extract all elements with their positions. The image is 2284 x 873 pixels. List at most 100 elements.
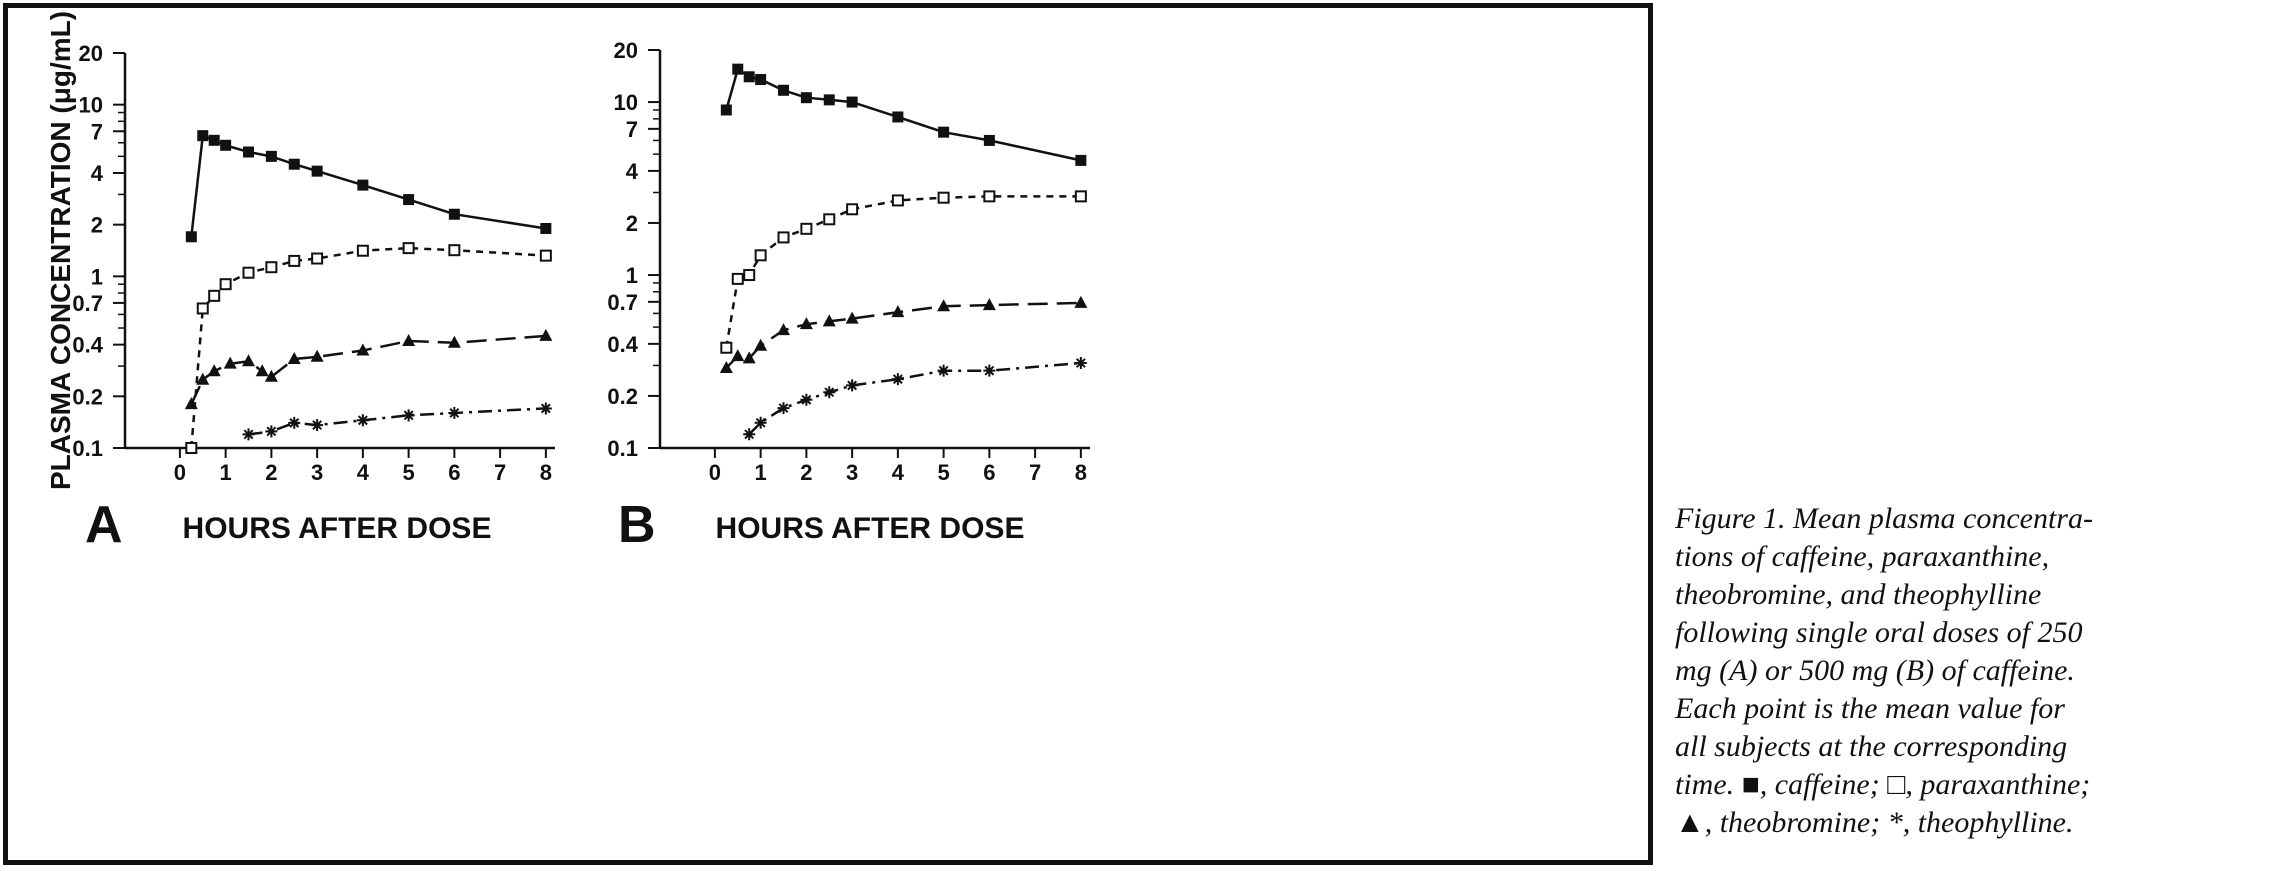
caffeine-marker — [938, 126, 950, 138]
paraxanthine-marker — [777, 231, 790, 244]
paraxanthine-marker — [448, 244, 461, 257]
caffeine-marker — [732, 63, 744, 75]
figure-caption: Figure 1. Mean plasma concentra-tions of… — [1675, 500, 2275, 842]
y-tick-label: 4 — [91, 161, 104, 186]
theobromine-marker — [539, 328, 553, 341]
theobromine-marker — [982, 298, 996, 311]
x-tick-label: 1 — [755, 460, 767, 485]
x-tick-label: 5 — [402, 460, 414, 485]
paraxanthine-marker — [402, 242, 415, 255]
x-tick-label: 3 — [846, 460, 858, 485]
theobromine-marker — [742, 351, 756, 364]
x-tick-label: 2 — [800, 460, 812, 485]
x-tick-label: 8 — [540, 460, 552, 485]
theophylline-marker — [743, 428, 756, 441]
theophylline-marker — [983, 364, 996, 377]
paraxanthine-marker — [311, 252, 324, 265]
paraxanthine-marker — [983, 190, 996, 203]
theobromine-marker — [822, 314, 836, 327]
caffeine-marker — [243, 146, 255, 158]
caffeine-marker — [220, 139, 232, 151]
y-tick-label: 0.1 — [607, 436, 638, 461]
theobromine-marker — [287, 351, 301, 364]
panel-letter: B — [618, 496, 656, 554]
theophylline-marker — [265, 425, 278, 438]
x-tick-label: 7 — [494, 460, 506, 485]
theophylline-marker — [891, 373, 904, 386]
x-tick-label: 0 — [709, 460, 721, 485]
x-tick-label: 1 — [220, 460, 232, 485]
caffeine-marker — [1075, 154, 1087, 166]
y-tick-label: 10 — [614, 90, 638, 115]
theophylline-marker — [937, 364, 950, 377]
theobromine-marker — [937, 299, 951, 312]
caffeine-marker — [185, 231, 197, 243]
caffeine-marker — [448, 208, 460, 220]
y-tick-label: 0.7 — [607, 290, 638, 315]
paraxanthine-marker — [219, 278, 232, 291]
caption-line: Figure 1. Mean plasma concentra- — [1675, 502, 2093, 535]
x-axis-title: HOURS AFTER DOSE — [716, 512, 1025, 545]
y-axis-title: PLASMA CONCENTRATION (μg/mL) — [45, 11, 76, 490]
y-tick-label: 0.7 — [72, 291, 103, 316]
theobromine-marker — [719, 361, 733, 374]
theobromine-marker — [207, 364, 221, 377]
theophylline-marker — [539, 402, 552, 415]
caption-line: all subjects at the corresponding — [1675, 730, 2068, 763]
caffeine-marker — [720, 104, 732, 116]
x-tick-label: 6 — [983, 460, 995, 485]
x-tick-label: 4 — [892, 460, 905, 485]
y-tick-label: 0.2 — [72, 384, 103, 409]
x-tick-label: 3 — [311, 460, 323, 485]
x-tick-label: 8 — [1075, 460, 1087, 485]
caffeine-marker — [983, 134, 995, 146]
y-tick-label: 2 — [91, 213, 103, 238]
theobromine-marker — [255, 364, 269, 377]
theobromine-marker — [777, 323, 791, 336]
theophylline-marker — [754, 416, 767, 429]
paraxanthine-marker — [1074, 190, 1087, 203]
theobromine-marker — [845, 311, 859, 324]
y-tick-label: 10 — [79, 93, 103, 118]
y-tick-label: 20 — [79, 41, 103, 66]
paraxanthine-marker — [823, 213, 836, 226]
caption-line: ▲, theobromine; *, theophylline. — [1675, 806, 2074, 839]
y-tick-label: 0.2 — [607, 384, 638, 409]
y-tick-label: 20 — [614, 38, 638, 63]
theobromine-marker — [184, 397, 198, 410]
theophylline-marker — [242, 428, 255, 441]
caffeine-marker — [800, 92, 812, 104]
caffeine-marker — [892, 111, 904, 123]
theophylline-marker — [823, 386, 836, 399]
x-tick-label: 4 — [357, 460, 370, 485]
theophylline-marker — [448, 406, 461, 419]
theobromine-marker — [402, 334, 416, 347]
theophylline-marker — [288, 416, 301, 429]
y-tick-label: 0.4 — [607, 332, 638, 357]
theobromine-marker — [891, 305, 905, 318]
caffeine-marker — [846, 96, 858, 108]
theophylline-line — [748, 361, 1082, 436]
y-tick-label: 2 — [626, 211, 638, 236]
theophylline-marker — [311, 419, 324, 432]
paraxanthine-marker — [754, 249, 767, 262]
y-tick-label: 7 — [91, 119, 103, 144]
paraxanthine-marker — [539, 249, 552, 262]
y-tick-label: 0.1 — [72, 436, 103, 461]
caffeine-marker — [208, 134, 220, 146]
x-tick-label: 5 — [937, 460, 949, 485]
caption-line: Each point is the mean value for — [1675, 692, 2065, 725]
y-tick-label: 4 — [626, 159, 639, 184]
theophylline-marker — [356, 414, 369, 427]
paraxanthine-marker — [743, 269, 756, 282]
theobromine-marker — [223, 356, 237, 369]
caffeine-marker — [265, 150, 277, 162]
y-tick-label: 0.4 — [72, 333, 103, 358]
figure-frame — [3, 3, 1653, 865]
paraxanthine-marker — [731, 272, 744, 285]
caffeine-line — [725, 67, 1082, 162]
theobromine-marker — [799, 317, 813, 330]
paraxanthine-line — [190, 246, 546, 449]
